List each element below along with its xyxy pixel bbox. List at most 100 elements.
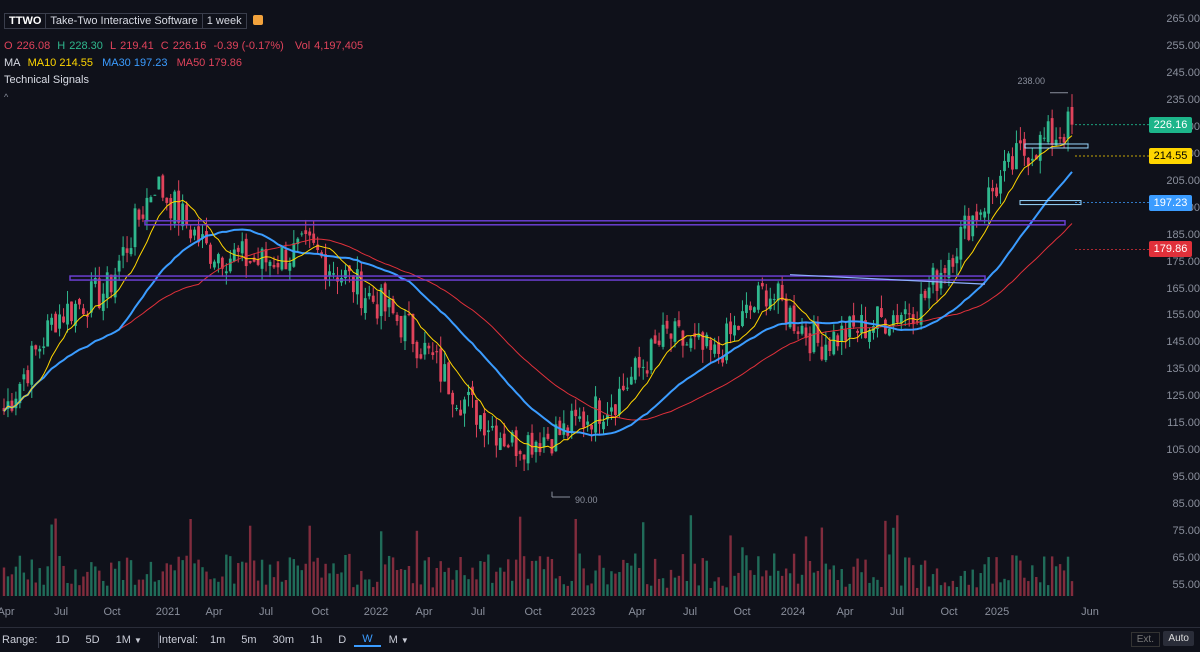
volume-bar [94,566,97,596]
x-axis-label: Oct [524,606,542,618]
volume-bar [348,553,351,596]
ma50-label[interactable]: MA50 179.86 [176,57,242,69]
volume-bar [510,580,514,596]
volume-bar [673,577,677,596]
volume-bar [911,565,915,596]
candle-body [1034,155,1038,160]
candle-body [486,430,490,433]
volume-bar [959,575,963,596]
volume-bar [165,563,168,596]
x-axis-label: Jul [53,606,69,618]
y-axis-label: 135.00 [1166,363,1200,376]
volume-bar [308,525,311,596]
volume-bar [1015,555,1018,596]
range-1d[interactable]: 1D [55,634,70,646]
x-axis-label: Jul [889,606,905,618]
volume-bar [121,579,125,596]
volume-bar [419,584,423,596]
candle-body [1058,137,1062,139]
volume-bar [566,585,569,596]
ma10-label[interactable]: MA10 214.55 [27,57,93,69]
interval-1m[interactable]: 1m [210,634,226,646]
range-5d[interactable]: 5D [85,634,100,646]
price-chart[interactable] [0,0,1200,625]
x-axis-label: Apr [0,606,15,618]
volume-bar [800,574,804,596]
candle-body [725,323,728,361]
candle-body [54,313,58,333]
interval-1h[interactable]: 1h [309,634,323,646]
candle-body [30,345,34,385]
candle-body [415,341,419,359]
candle-body [153,194,157,196]
volume-bar [1007,580,1010,596]
candle-body [216,254,220,264]
candle-body [38,348,42,352]
volume-bar [90,562,93,596]
interval-label[interactable]: 1 week [201,13,247,29]
volume-bar [487,554,490,596]
technical-signals-label[interactable]: Technical Signals [4,74,89,86]
volume-bar [721,585,724,596]
x-axis-label: Jun [1081,606,1099,618]
volume-bar [578,553,581,596]
y-axis-label: 205.00 [1166,174,1200,187]
candle-body [729,321,732,335]
candle-body [82,308,85,315]
volume-bar [828,569,832,596]
volume-bar [848,583,851,596]
candle-body [649,339,653,371]
candle-body [105,272,109,298]
volume-bar [769,575,772,596]
candle-body [840,325,844,342]
volume-bar [626,562,629,596]
y-axis-label: 115.00 [1167,417,1200,430]
volume-bar [237,563,240,596]
candle-body [260,248,264,269]
interval-w[interactable]: W [354,633,381,647]
candle-body [689,338,693,348]
interval-d[interactable]: D [338,634,347,646]
volume-bar [1031,565,1034,596]
y-axis-label: 55.00 [1172,579,1200,591]
volume-bar [880,586,883,596]
candle-body [915,321,919,323]
volume-bar [1019,560,1022,596]
interval-5m[interactable]: 5m [241,634,257,646]
ma30-label[interactable]: MA30 197.23 [102,57,168,69]
candle-body [610,407,613,412]
company-name[interactable]: Take-Two Interactive Software [45,13,203,29]
range-1m[interactable]: 1M ▼ [108,634,150,646]
auto-button[interactable]: Auto [1163,631,1194,646]
interval-m[interactable]: M ▼ [381,634,417,646]
volume-bar [753,574,756,596]
candle-body [467,391,470,396]
candle-body [6,401,10,409]
volume-bar [475,579,478,596]
y-axis-label: 255.00 [1166,39,1200,52]
candle-body [868,330,871,342]
volume-bar [816,570,820,596]
volume-bar [780,575,784,596]
candle-body [602,421,605,430]
candle-body [637,356,641,368]
interval-label-toolbar: Interval: [158,634,199,646]
interval-30m[interactable]: 30m [272,634,294,646]
x-axis-label: Oct [311,606,329,618]
volume-bar [1066,556,1070,596]
candle-body [141,214,145,219]
volume-bar [407,566,411,596]
symbol-box[interactable]: TTWO [4,13,47,29]
volume-bar [336,573,339,596]
menu-icon[interactable] [252,15,263,25]
volume-bar [931,574,935,596]
ext-button[interactable]: Ext. [1130,632,1160,647]
collapse-caret-icon[interactable]: ^ [4,92,9,102]
toolbar-divider [157,632,159,648]
candle-body [880,308,883,318]
candle-body [812,321,816,353]
candle-body [125,248,129,253]
candle-body [828,340,832,352]
volume-bar [391,557,395,596]
candle-body [657,340,661,345]
